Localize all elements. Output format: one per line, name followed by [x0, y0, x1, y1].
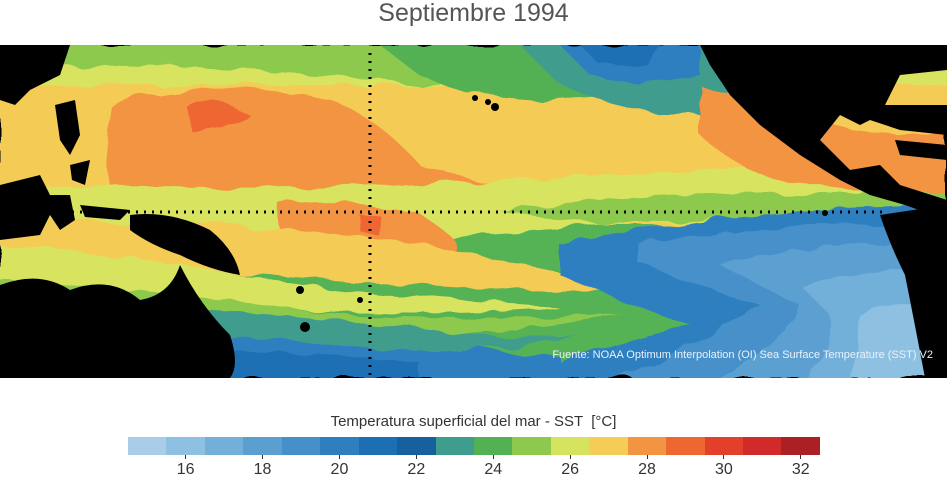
colorbar-swatch	[589, 437, 628, 455]
colorbar-swatch	[473, 437, 513, 455]
colorbar-tick-label: 26	[561, 461, 580, 478]
colorbar-swatch	[435, 437, 474, 455]
colorbar-tick-mark	[646, 455, 648, 459]
colorbar-swatch	[666, 437, 705, 455]
colorbar-tick-label: 20	[330, 461, 349, 478]
colorbar-swatch	[243, 437, 282, 455]
colorbar-tick-label: 24	[484, 461, 503, 478]
colorbar-swatch	[512, 437, 551, 455]
colorbar-swatch	[204, 437, 244, 455]
colorbar-tick-label: 16	[176, 461, 195, 478]
colorbar-tick-mark	[569, 455, 571, 459]
page-title: Septiembre 1994	[378, 0, 569, 27]
colorbar-tick-label: 22	[407, 461, 426, 478]
colorbar-swatch	[281, 437, 321, 455]
colorbar-tick-label: 32	[791, 461, 810, 478]
data-source-credit: Fuente: NOAA Optimum Interpolation (OI) …	[552, 349, 933, 361]
colorbar-swatch	[128, 437, 167, 455]
colorbar-swatch	[781, 437, 820, 455]
colorbar-tick-label: 18	[253, 461, 272, 478]
colorbar-tick-mark	[723, 455, 725, 459]
colorbar-tick-mark	[415, 455, 417, 459]
colorbar-swatch	[743, 437, 782, 455]
colorbar-tick-label: 30	[714, 461, 733, 478]
colorbar-ticks: 16 18 20 22 24 26 28 30 32	[128, 455, 820, 480]
colorbar-swatch	[320, 437, 359, 455]
colorbar-swatch	[358, 437, 398, 455]
colorbar-tick-mark	[185, 455, 187, 459]
colorbar-tick-mark	[338, 455, 340, 459]
colorbar-swatch	[166, 437, 205, 455]
colorbar-swatch	[550, 437, 590, 455]
colorbar-label: Temperatura superficial del mar - SST [°…	[330, 413, 617, 430]
colorbar-tick-mark	[262, 455, 264, 459]
colorbar-tick-label: 28	[638, 461, 656, 478]
colorbar-swatch	[627, 437, 667, 455]
colorbar	[128, 437, 820, 455]
sst-map	[0, 45, 947, 378]
colorbar-tick-mark	[492, 455, 494, 459]
colorbar-swatch	[397, 437, 436, 455]
colorbar-swatch	[704, 437, 743, 455]
colorbar-tick-mark	[800, 455, 802, 459]
